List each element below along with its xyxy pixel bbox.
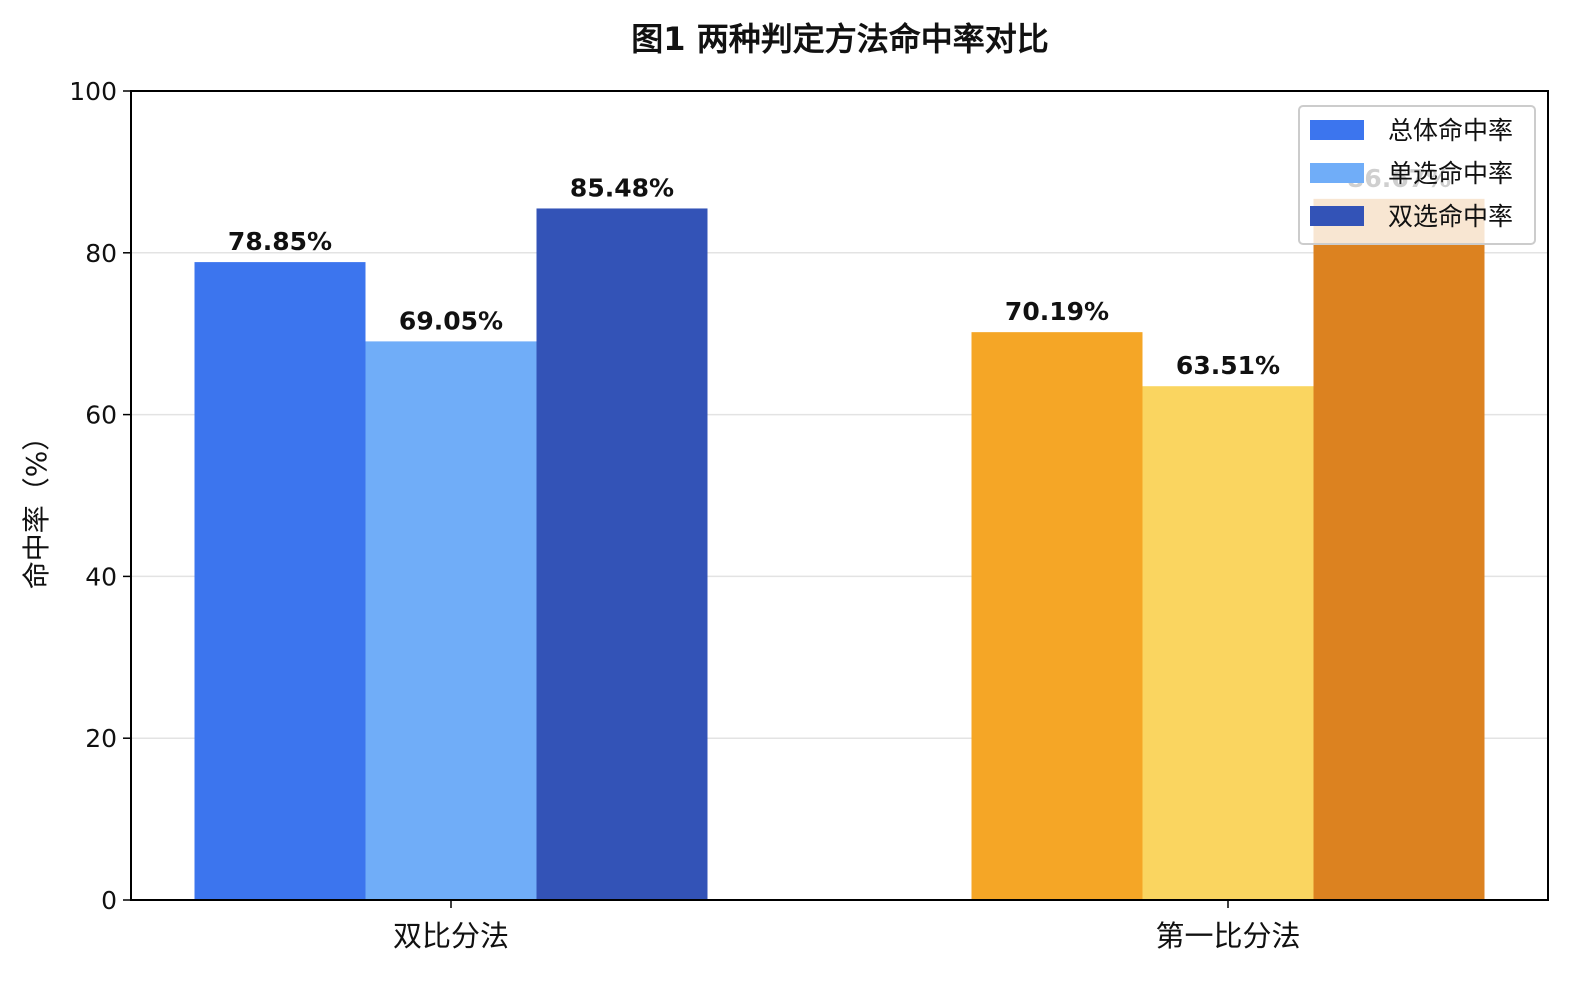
legend-swatch bbox=[1310, 163, 1364, 183]
bar-value-label: 69.05% bbox=[399, 306, 503, 335]
bar bbox=[536, 208, 708, 900]
bar bbox=[194, 262, 366, 900]
bar bbox=[1313, 198, 1485, 900]
legend-label: 总体命中率 bbox=[1388, 116, 1513, 145]
chart-title: 图1 两种判定方法命中率对比 bbox=[631, 20, 1048, 58]
y-tick-label: 40 bbox=[85, 562, 117, 591]
bar-value-label: 63.51% bbox=[1176, 351, 1280, 380]
plot-frame bbox=[130, 90, 1549, 901]
y-tick-label: 60 bbox=[85, 401, 117, 430]
bar-value-label: 85.48% bbox=[570, 173, 674, 202]
bar bbox=[971, 332, 1143, 900]
y-tick-label: 20 bbox=[85, 724, 117, 753]
bar bbox=[365, 341, 537, 900]
legend-label: 双选命中率 bbox=[1388, 202, 1513, 231]
legend-swatch bbox=[1310, 120, 1364, 140]
y-tick-label: 0 bbox=[101, 886, 117, 915]
x-tick-label: 双比分法 bbox=[393, 919, 509, 953]
bar-value-label: 78.85% bbox=[228, 227, 332, 256]
x-tick-label: 第一比分法 bbox=[1155, 919, 1300, 953]
y-tick-label: 80 bbox=[85, 239, 117, 268]
legend-label: 单选命中率 bbox=[1388, 159, 1513, 188]
bar bbox=[1142, 386, 1314, 900]
bar-value-label: 70.19% bbox=[1005, 297, 1109, 326]
y-axis-label: 命中率（%） bbox=[20, 423, 53, 590]
legend-swatch bbox=[1310, 206, 1364, 226]
axes-group: 0 20 40 60 80 100 双比分法 第一比分法 bbox=[69, 77, 1300, 953]
bars-group bbox=[194, 198, 1485, 900]
y-tick-label: 100 bbox=[69, 77, 117, 106]
